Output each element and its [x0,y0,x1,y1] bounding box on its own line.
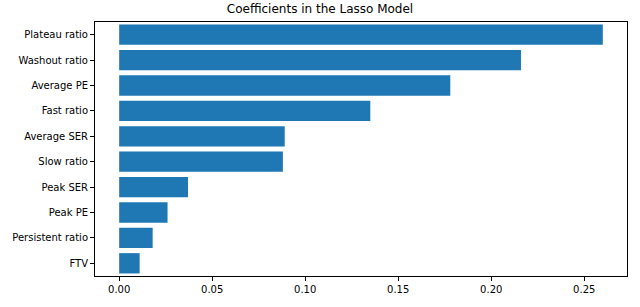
svg-text:Slow ratio: Slow ratio [38,156,88,167]
svg-text:Plateau ratio: Plateau ratio [24,29,88,40]
svg-text:0.25: 0.25 [573,284,595,295]
svg-text:Peak PE: Peak PE [49,207,88,218]
svg-text:FTV: FTV [69,258,88,269]
svg-text:0.05: 0.05 [201,284,223,295]
svg-text:Persistent ratio: Persistent ratio [12,232,88,243]
svg-text:Fast ratio: Fast ratio [42,105,88,116]
svg-text:0.10: 0.10 [294,284,316,295]
svg-text:0.15: 0.15 [387,284,409,295]
svg-text:0.00: 0.00 [108,284,130,295]
svg-text:Peak SER: Peak SER [41,182,88,193]
svg-text:0.20: 0.20 [480,284,502,295]
svg-text:Washout ratio: Washout ratio [18,55,88,66]
svg-text:Coefficients in the Lasso Mode: Coefficients in the Lasso Model [227,2,413,16]
svg-text:Average PE: Average PE [31,80,88,91]
svg-text:Average SER: Average SER [24,131,88,142]
